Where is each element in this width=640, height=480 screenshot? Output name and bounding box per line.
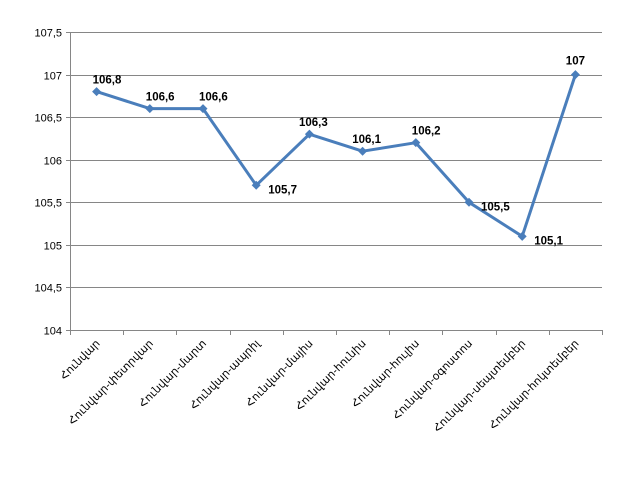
data-point <box>145 104 155 114</box>
data-point <box>304 129 314 139</box>
data-point <box>198 104 208 114</box>
data-label: 106,2 <box>412 126 441 138</box>
data-label: 105,5 <box>481 201 510 213</box>
data-point <box>92 87 102 97</box>
y-tick-label: 104 <box>44 326 62 338</box>
axes <box>66 32 603 335</box>
x-tick-label: Հունվար <box>58 338 103 383</box>
gridlines <box>70 32 602 288</box>
y-tick-label: 107 <box>44 71 62 83</box>
data-label: 107 <box>566 56 585 68</box>
series-line-path <box>96 74 577 238</box>
data-point <box>251 180 261 190</box>
x-tick-label: Հունվար-հոկտեմբեր <box>487 338 581 432</box>
data-label: 105,7 <box>268 184 297 196</box>
data-point <box>517 231 527 241</box>
data-label: 106,6 <box>146 92 175 104</box>
data-label: 106,6 <box>199 92 228 104</box>
data-point <box>411 138 421 148</box>
y-tick-label: 105 <box>44 241 62 253</box>
data-point <box>570 70 580 80</box>
y-tick-label: 107,5 <box>34 28 62 40</box>
data-point <box>358 146 368 156</box>
x-tick-label: Հունվար-սեպտեմբեր <box>431 338 528 435</box>
y-tick-label: 106,5 <box>34 113 62 125</box>
y-tick-label: 105,5 <box>34 198 62 210</box>
data-point <box>464 197 474 207</box>
y-tick-labels: 104 104,5 105 105,5 106 106,5 107 107,5 <box>34 28 62 338</box>
y-tick-label: 106 <box>44 156 62 168</box>
data-label: 106,1 <box>352 134 381 146</box>
x-tick-labels: ՀունվարՀունվար-փետրվարՀունվար-մարտՀունվա… <box>58 337 582 435</box>
data-label: 105,1 <box>534 235 563 247</box>
data-label: 106,8 <box>93 75 122 87</box>
data-labels: 106,8 106,6 106,6 105,7 106,3 106,1 106,2 105,5… <box>93 56 585 248</box>
data-label: 106,3 <box>299 117 328 129</box>
series-line <box>92 70 580 241</box>
y-tick-label: 104,5 <box>34 283 62 295</box>
